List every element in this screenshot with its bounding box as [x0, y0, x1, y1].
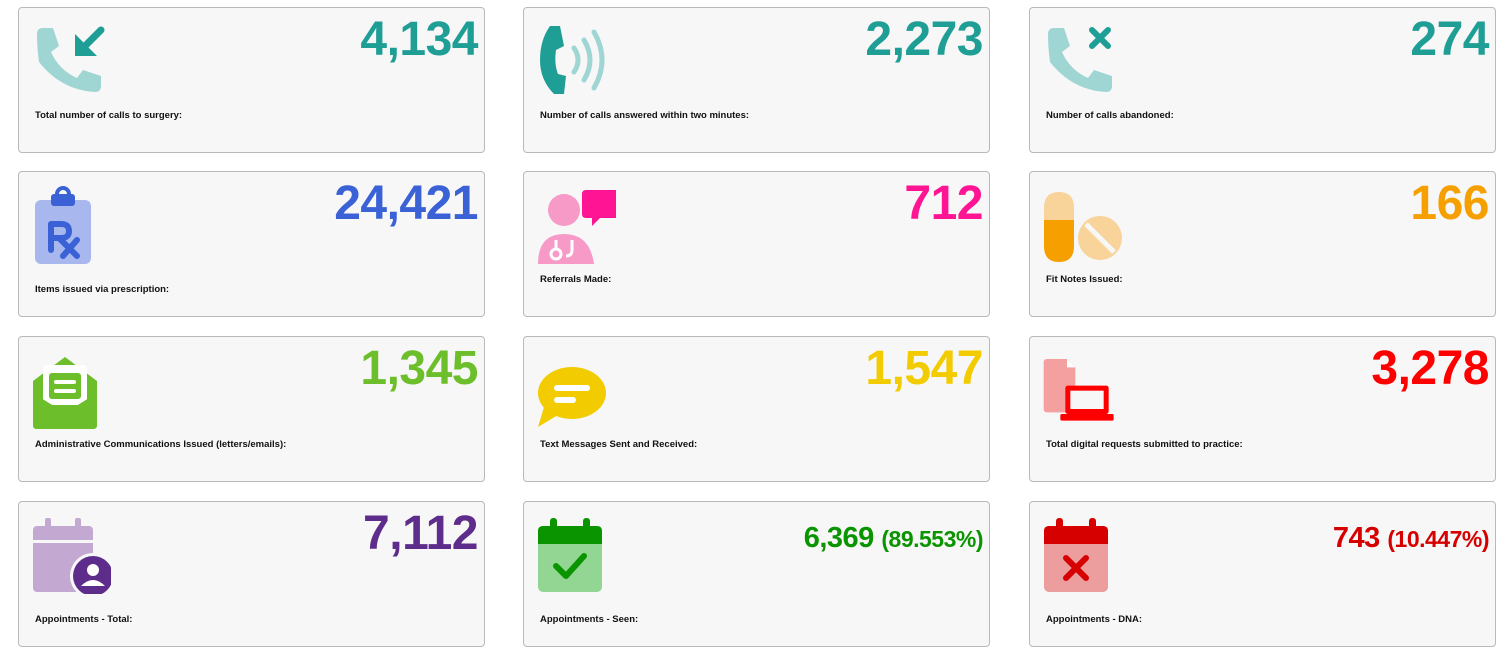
card-referrals: 712 Referrals Made: — [523, 171, 990, 317]
stat-value: 6,369 (89.553%) — [803, 518, 984, 559]
stat-label: Referrals Made: — [540, 274, 612, 285]
stat-label: Number of calls abandoned: — [1046, 110, 1174, 121]
stat-label: Total number of calls to surgery: — [35, 110, 183, 121]
card-calls-answered: 2,273 Number of calls answered within tw… — [523, 7, 990, 153]
card-text-messages: 1,547 Text Messages Sent and Received: — [523, 336, 990, 482]
file-laptop-icon — [1042, 349, 1122, 429]
calendar-user-icon — [31, 514, 111, 594]
phone-ringing-icon — [536, 20, 616, 100]
stat-value: 4,134 — [360, 13, 478, 66]
stat-label: Items issued via prescription: — [35, 284, 170, 295]
incoming-call-icon — [31, 20, 111, 100]
speech-bubble-icon — [536, 349, 616, 429]
stat-value: 1,547 — [865, 342, 983, 395]
card-prescriptions: 24,421 Items issued via prescription: — [18, 171, 485, 317]
stat-label: Appointments - Seen: — [540, 614, 639, 625]
stat-label: Appointments - DNA: — [1046, 614, 1143, 625]
stat-percent: (10.447%) — [1387, 526, 1489, 552]
stat-value: 274 — [1410, 13, 1489, 66]
card-fit-notes: 166 Fit Notes Issued: — [1029, 171, 1496, 317]
card-appts-dna: 743 (10.447%) Appointments - DNA: — [1029, 501, 1496, 647]
pills-icon — [1042, 184, 1122, 264]
stat-percent: (89.553%) — [881, 526, 983, 552]
stat-value: 3,278 — [1371, 342, 1489, 395]
stat-value: 743 (10.447%) — [1332, 518, 1490, 559]
stat-value: 166 — [1410, 177, 1489, 230]
stat-value: 24,421 — [334, 177, 478, 230]
stat-label: Fit Notes Issued: — [1046, 274, 1123, 285]
card-digital-requests: 3,278 Total digital requests submitted t… — [1029, 336, 1496, 482]
stat-label: Total digital requests submitted to prac… — [1046, 439, 1243, 450]
stat-count: 743 — [1332, 522, 1380, 554]
card-calls-abandoned: 274 Number of calls abandoned: — [1029, 7, 1496, 153]
calendar-check-icon — [536, 514, 616, 594]
stat-label: Number of calls answered within two minu… — [540, 110, 750, 121]
card-calls-total: 4,134 Total number of calls to surgery: — [18, 7, 485, 153]
stat-label: Text Messages Sent and Received: — [540, 439, 698, 450]
card-appts-total: 7,112 Appointments - Total: — [18, 501, 485, 647]
card-appts-seen: 6,369 (89.553%) Appointments - Seen: — [523, 501, 990, 647]
envelope-letter-icon — [31, 349, 111, 429]
doctor-chat-icon — [536, 184, 616, 264]
stat-value: 7,112 — [363, 507, 478, 560]
prescription-clipboard-icon — [31, 184, 111, 264]
stat-label: Administrative Communications Issued (le… — [35, 439, 287, 450]
stat-count: 6,369 — [803, 522, 875, 554]
calendar-x-icon — [1042, 514, 1122, 594]
stat-label: Appointments - Total: — [35, 614, 133, 625]
card-admin-comms: 1,345 Administrative Communications Issu… — [18, 336, 485, 482]
stat-value: 1,345 — [360, 342, 478, 395]
call-abandoned-icon — [1042, 20, 1122, 100]
stat-value: 712 — [904, 177, 983, 230]
stat-value: 2,273 — [865, 13, 983, 66]
